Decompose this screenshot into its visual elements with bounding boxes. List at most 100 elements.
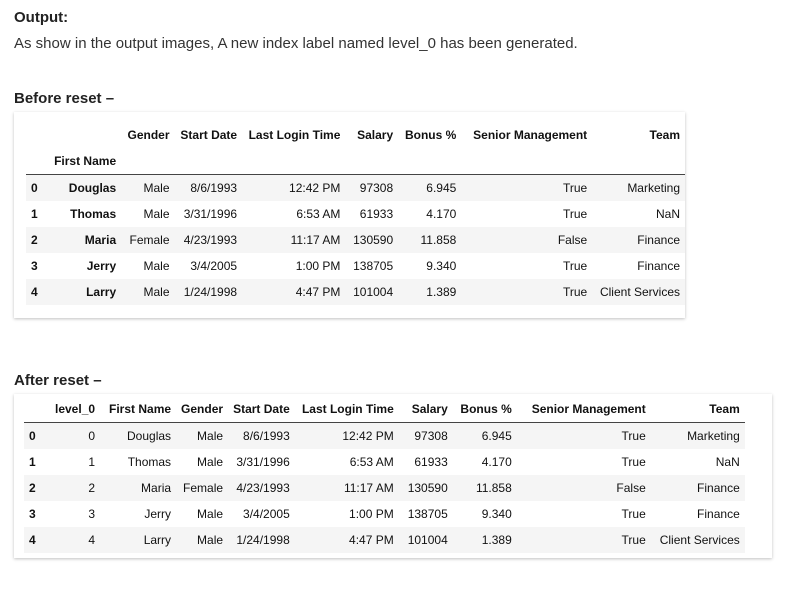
row-index: 4 [24,527,50,553]
before-header-blank [26,122,49,148]
before-index-name: First Name [49,148,122,175]
after-header-blank [24,396,50,423]
cell-senior-management: True [562,259,588,273]
before-col-bonus: Bonus % [404,128,457,142]
cell-team: Finance [637,259,680,273]
row-first-name: Thomas [70,207,117,221]
cell-bonus: 9.340 [481,507,512,521]
row-index: 2 [24,475,50,501]
cell-gender: Male [143,207,170,221]
cell-gender: Female [121,227,175,253]
cell-salary: 97308 [345,174,399,201]
cell-team: Marketing [592,174,685,201]
cell-last-login: 12:42 PM [294,422,399,449]
cell-gender: Male [121,279,175,305]
before-index-spacer-7 [592,148,685,175]
cell-last-login: 4:47 PM [242,279,346,305]
after-dataframe-table: level_0 First Name Gender Start Date Las… [24,396,745,553]
cell-level-0: 2 [50,475,101,501]
cell-last-login: 11:17 AM [242,227,346,253]
after-col-first-name: First Name [100,396,177,423]
cell-last-login: 11:17 AM [294,475,399,501]
before-header-blank-2 [49,122,121,148]
output-heading: Output: [14,9,69,26]
after-reset-heading: After reset – [14,372,102,389]
cell-bonus: 6.945 [452,422,517,449]
cell-last-login: 6:53 AM [349,455,394,469]
cell-senior-management: True [621,507,646,521]
after-col-team: Team [650,396,745,423]
cell-bonus: 6.945 [398,174,462,201]
cell-start-date: 8/6/1993 [174,174,243,201]
cell-first-name: Thomas [127,455,172,469]
before-col-senior-management: Senior Management [473,128,588,142]
intro-text: As show in the output images, A new inde… [14,35,578,52]
before-index-blank [26,148,50,175]
cell-last-login: 1:00 PM [295,259,341,273]
cell-first-name: Larry [100,527,177,553]
cell-gender: Male [143,259,170,273]
cell-salary: 61933 [414,455,448,469]
cell-gender: Female [176,475,229,501]
cell-team: Finance [592,227,685,253]
cell-first-name: Jerry [144,507,172,521]
before-index-spacer-3 [242,148,346,175]
before-index-spacer-1 [121,148,175,175]
cell-bonus: 11.858 [398,227,462,253]
table-row: 0 Douglas Male 8/6/1993 12:42 PM 97308 6… [26,174,685,201]
cell-team: Client Services [592,279,685,305]
cell-salary: 97308 [398,422,453,449]
cell-senior-management: True [461,279,593,305]
cell-senior-management: True [621,455,646,469]
cell-salary: 130590 [345,227,399,253]
table-row: 4 4 Larry Male 1/24/1998 4:47 PM 101004 … [24,527,745,553]
row-index: 1 [31,207,38,221]
after-col-salary: Salary [398,396,453,423]
table-row: 1 Thomas Male 3/31/1996 6:53 AM 61933 4.… [26,201,685,227]
cell-bonus: 4.170 [426,207,457,221]
cell-start-date: 3/31/1996 [183,207,238,221]
row-first-name: Maria [49,227,122,253]
cell-first-name: Maria [100,475,177,501]
cell-team: Marketing [650,422,745,449]
cell-gender: Male [176,422,229,449]
cell-bonus: 1.389 [452,527,517,553]
after-col-bonus: Bonus % [452,396,517,423]
cell-team: NaN [715,455,740,469]
after-header-row: level_0 First Name Gender Start Date Las… [24,396,745,423]
cell-salary: 138705 [407,507,448,521]
before-index-name-row: First Name [26,148,685,175]
before-col-last-login: Last Login Time [248,128,341,142]
cell-team: Finance [697,507,740,521]
before-index-spacer-2 [174,148,243,175]
row-index: 3 [31,259,38,273]
row-first-name: Jerry [86,259,117,273]
cell-bonus: 4.170 [481,455,512,469]
row-index: 0 [24,422,50,449]
cell-start-date: 3/4/2005 [190,259,238,273]
cell-gender: Male [176,527,229,553]
cell-salary: 130590 [398,475,453,501]
table-row: 4 Larry Male 1/24/1998 4:47 PM 101004 1.… [26,279,685,305]
after-col-last-login: Last Login Time [294,396,399,423]
cell-start-date: 1/24/1998 [174,279,243,305]
cell-senior-management: False [516,475,651,501]
table-row: 1 1 Thomas Male 3/31/1996 6:53 AM 61933 … [24,449,745,475]
before-index-spacer-5 [398,148,462,175]
row-first-name: Larry [49,279,122,305]
row-index: 4 [26,279,50,305]
cell-bonus: 11.858 [452,475,517,501]
cell-first-name: Douglas [100,422,177,449]
cell-start-date: 8/6/1993 [228,422,295,449]
before-col-salary: Salary [357,128,394,142]
cell-gender: Male [197,455,224,469]
cell-last-login: 4:47 PM [294,527,399,553]
table-row: 2 Maria Female 4/23/1993 11:17 AM 130590… [26,227,685,253]
after-col-gender: Gender [176,396,229,423]
before-index-spacer-6 [461,148,593,175]
row-index: 2 [26,227,50,253]
before-dataframe-table: Gender Start Date Last Login Time Salary… [26,122,685,305]
cell-start-date: 1/24/1998 [228,527,295,553]
cell-senior-management: False [461,227,593,253]
cell-senior-management: True [461,174,593,201]
